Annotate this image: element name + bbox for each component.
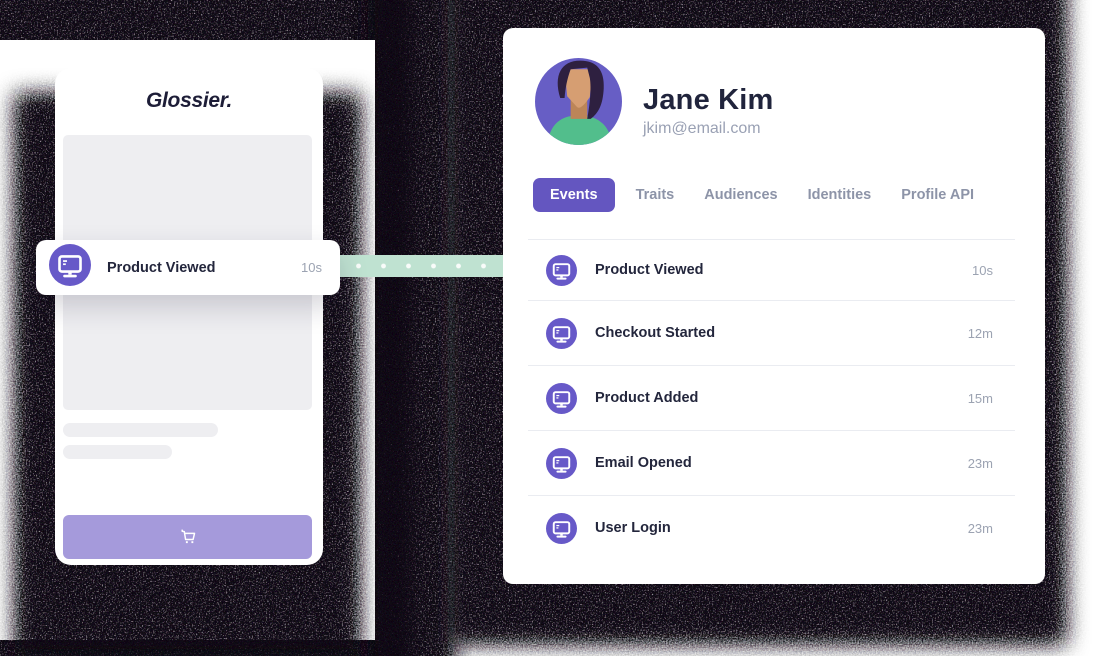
add-to-cart-button[interactable] xyxy=(63,515,312,559)
event-label: Checkout Started xyxy=(595,325,716,341)
event-list: Product Viewed 10s Checkout Started 12m … xyxy=(503,239,1045,560)
profile-email: jkim@email.com xyxy=(643,120,761,137)
tab-bar: Events Traits Audiences Identities Profi… xyxy=(533,178,974,212)
brand-logo: Glossier. xyxy=(145,89,233,112)
event-toast-card[interactable]: Product Viewed 10s xyxy=(36,240,340,295)
tab-identities[interactable]: Identities xyxy=(807,187,872,203)
grain-shadow-strip xyxy=(368,0,454,656)
event-label: Product Added xyxy=(595,390,699,406)
event-time: 10s xyxy=(972,262,993,278)
event-time: 23m xyxy=(967,455,993,471)
event-label: Email Opened xyxy=(595,455,692,471)
event-label: User Login xyxy=(595,520,671,536)
left-artboard: Glossier. xyxy=(0,40,375,656)
tab-traits[interactable]: Traits xyxy=(635,187,675,203)
woman-avatar xyxy=(535,58,622,145)
event-row[interactable]: Email Opened 23m xyxy=(528,431,1015,496)
monitor-icon xyxy=(546,447,577,479)
event-time: 12m xyxy=(967,325,993,341)
event-row[interactable]: Product Added 15m xyxy=(528,366,1015,431)
monitor-icon xyxy=(546,317,577,349)
profile-panel: Jane Kim jkim@email.com Events Traits Au… xyxy=(503,28,1045,584)
monitor-icon xyxy=(546,512,577,544)
cart-icon xyxy=(176,524,200,551)
toast-event-label: Product Viewed xyxy=(107,259,216,276)
event-row[interactable]: Product Viewed 10s xyxy=(528,239,1015,301)
monitor-icon xyxy=(49,244,91,291)
tab-events[interactable]: Events xyxy=(533,178,615,212)
profile-header: Jane Kim jkim@email.com xyxy=(643,83,774,141)
event-label: Product Viewed xyxy=(595,262,704,278)
tab-audiences[interactable]: Audiences xyxy=(704,187,778,203)
connector-line xyxy=(336,255,503,277)
skeleton-line xyxy=(63,423,218,437)
profile-name: Jane Kim xyxy=(643,84,774,116)
skeleton-line xyxy=(63,445,172,459)
phone-mockup: Glossier. xyxy=(55,68,323,565)
monitor-icon xyxy=(546,254,577,286)
tab-profile-api[interactable]: Profile API xyxy=(901,187,975,203)
event-row[interactable]: Checkout Started 12m xyxy=(528,301,1015,366)
event-time: 15m xyxy=(967,390,993,406)
monitor-icon xyxy=(546,382,577,414)
toast-event-time: 10s xyxy=(301,260,322,275)
event-row[interactable]: User Login 23m xyxy=(528,496,1015,560)
event-time: 23m xyxy=(967,520,993,536)
